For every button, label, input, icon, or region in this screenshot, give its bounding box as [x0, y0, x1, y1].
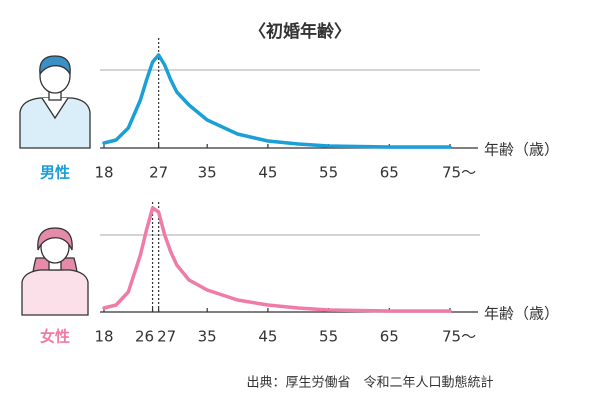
x-tick-label: 35 [198, 328, 217, 346]
x-tick-label: 27 [149, 164, 168, 182]
x-tick-label: 45 [258, 328, 277, 346]
x-tick-label: 18 [94, 164, 113, 182]
x-tick-label: 55 [319, 328, 338, 346]
x-tick-label: 75〜 [442, 328, 476, 346]
x-tick-label: 27 [157, 328, 176, 346]
x-tick-label: 65 [380, 164, 399, 182]
chart-title: 〈初婚年齢〉 [249, 21, 351, 42]
male-icon [19, 55, 91, 149]
panel-label: 女性 [40, 328, 70, 346]
x-tick-label: 35 [198, 164, 217, 182]
x-tick-label: 18 [94, 328, 113, 346]
x-tick-label: 45 [258, 164, 277, 182]
x-axis-label: 年齢（歳） [484, 305, 559, 323]
line [102, 206, 452, 313]
female-icon [21, 227, 89, 316]
x-tick-label: 55 [319, 164, 338, 182]
x-tick-label: 75〜 [442, 164, 476, 182]
x-tick-label: 65 [380, 328, 399, 346]
panel-label: 男性 [40, 164, 70, 182]
source: 出典：厚生労働省 令和二年人口動態統計 [246, 375, 493, 391]
x-tick-label: 26 [135, 328, 154, 346]
line [102, 53, 452, 149]
x-axis-label: 年齢（歳） [484, 141, 559, 159]
